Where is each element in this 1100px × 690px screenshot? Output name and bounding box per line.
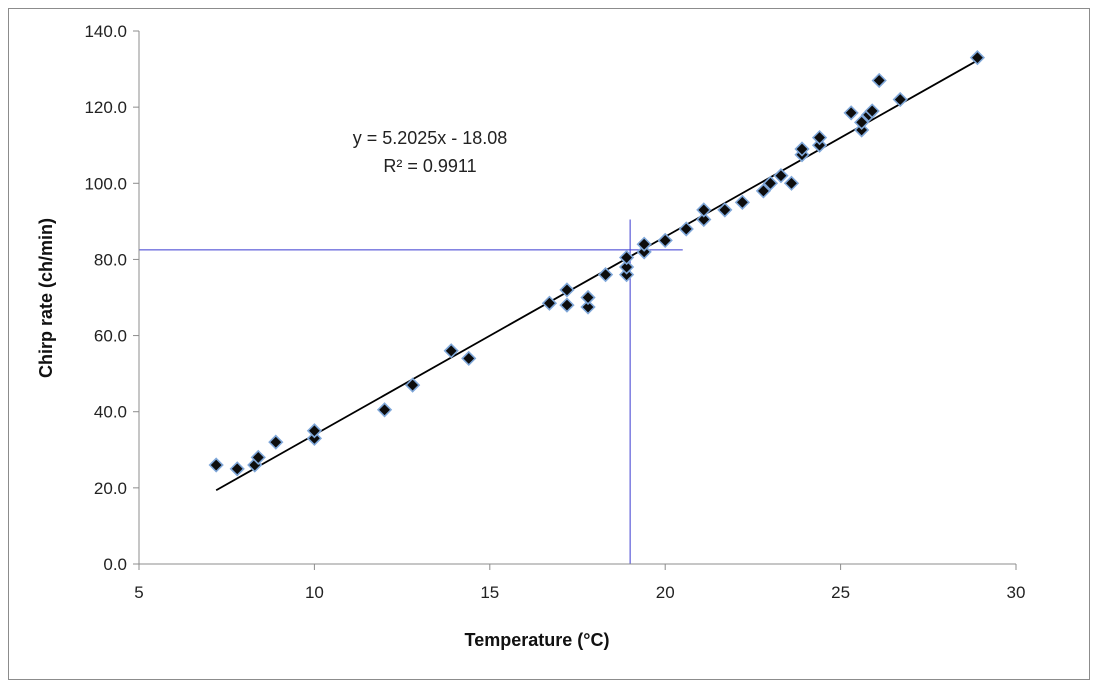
data-point (306, 423, 323, 439)
data-point (717, 202, 733, 218)
data-point (376, 402, 393, 418)
data-point (678, 221, 694, 237)
data-point (843, 105, 859, 121)
data-point (443, 343, 459, 359)
data-point (892, 91, 908, 108)
data-point (541, 295, 558, 311)
x-tick-label: 30 (1007, 583, 1026, 602)
x-tick-label: 25 (831, 583, 850, 602)
x-tick-label: 5 (134, 583, 143, 602)
y-tick-label: 100.0 (84, 174, 127, 193)
y-tick-label: 140.0 (84, 22, 127, 41)
tick-labels: 0.0 20.0 40.0 60.0 80.0 100.0 120.0 140.0 5 10 15 2… (84, 22, 1025, 602)
data-point (208, 457, 224, 473)
y-tick-label: 60.0 (94, 327, 127, 346)
data-point (696, 202, 712, 218)
x-tick-label: 15 (480, 583, 499, 602)
x-tick-label: 10 (305, 583, 324, 602)
y-axis-title: Chirp rate (ch/min) (36, 218, 56, 378)
data-point (871, 72, 887, 89)
data-point (755, 183, 772, 199)
data-point (854, 114, 870, 131)
x-tick-label: 20 (656, 583, 675, 602)
data-point (734, 194, 751, 210)
data-point (250, 449, 266, 466)
data-point (597, 267, 614, 283)
data-point (461, 350, 477, 367)
axes (133, 30, 1017, 570)
data-point (580, 299, 596, 315)
data-point (268, 434, 284, 450)
x-axis-title: Temperature (°C) (465, 630, 610, 650)
y-tick-label: 120.0 (84, 98, 127, 117)
trendline-equation: y = 5.2025x - 18.08 (353, 128, 508, 148)
data-point (657, 232, 673, 249)
linear-trendline (215, 59, 978, 492)
data-point (229, 461, 245, 477)
data-point (783, 175, 800, 191)
data-point (969, 50, 986, 66)
y-tick-label: 20.0 (94, 479, 127, 498)
trendline-layer (215, 59, 978, 492)
data-point (773, 168, 789, 184)
data-point (618, 259, 635, 275)
data-point (559, 297, 575, 313)
data-point (404, 377, 421, 393)
data-point (580, 289, 596, 306)
data-point (618, 249, 635, 266)
data-points (208, 50, 986, 477)
y-tick-label: 0.0 (103, 555, 127, 574)
data-point (864, 103, 880, 119)
r-squared-label: R² = 0.9911 (383, 156, 476, 176)
data-point (636, 236, 652, 252)
data-point (811, 129, 828, 146)
data-point (696, 211, 712, 228)
data-point (794, 141, 810, 157)
reference-lines (139, 219, 683, 564)
y-tick-label: 40.0 (94, 403, 127, 422)
data-point (559, 282, 575, 298)
data-point (762, 175, 779, 191)
chart-frame (8, 8, 1090, 680)
y-tick-label: 80.0 (94, 250, 127, 269)
